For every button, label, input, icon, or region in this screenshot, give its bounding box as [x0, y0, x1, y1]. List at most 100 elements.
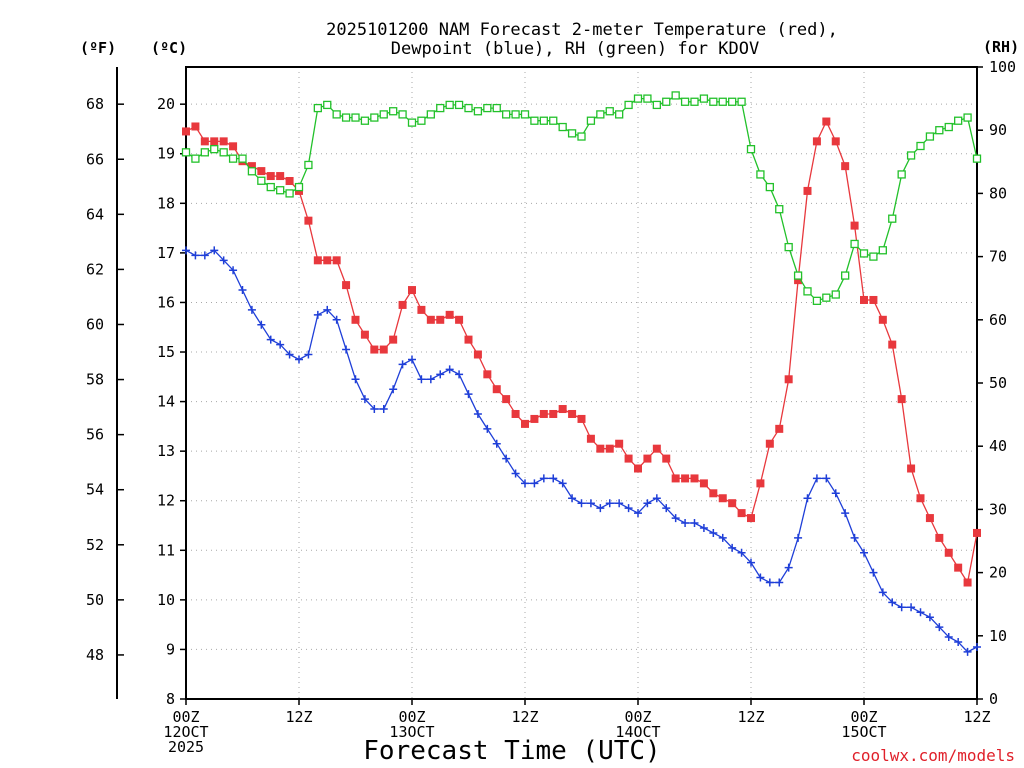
- temperature-point: [247, 162, 256, 171]
- rh-point: [925, 132, 935, 141]
- temperature-point: [586, 434, 595, 443]
- axes: 8 9 10 11 12 13 14 15 16 17 18 19 20 48 50 52 54 56 58 60 62…: [86, 58, 1016, 756]
- temperature-point: [436, 315, 445, 324]
- rh-point: [360, 116, 370, 125]
- temperature-point: [954, 563, 963, 572]
- source-credit: coolwx.com/models: [851, 746, 1015, 765]
- dewpoint-point: [539, 474, 548, 483]
- x-tick-label: 00Z: [398, 708, 425, 726]
- temperature-point: [191, 122, 200, 131]
- temperature-point: [219, 137, 228, 146]
- x-tick-label: 15OCT: [841, 723, 886, 741]
- celsius-tick-label: 16: [157, 293, 175, 311]
- temperature-point: [803, 186, 812, 195]
- dewpoint-point: [973, 642, 981, 651]
- rh-point: [407, 118, 417, 127]
- temperature-point: [822, 117, 831, 126]
- rh-point: [615, 110, 624, 119]
- temperature-point: [624, 454, 633, 463]
- temperature-point: [398, 300, 407, 309]
- dewpoint-point: [841, 509, 850, 518]
- temperature-point: [699, 479, 708, 488]
- temperature-point: [464, 335, 473, 344]
- rh-point: [483, 103, 492, 113]
- temperature-point: [728, 499, 737, 508]
- x-tick-label: 12Z: [511, 708, 538, 726]
- rh-point: [888, 214, 897, 223]
- dewpoint-point: [681, 519, 690, 528]
- dewpoint-point: [652, 494, 661, 503]
- rh-point: [228, 154, 238, 163]
- rh-point: [473, 107, 483, 116]
- temperature-point: [379, 345, 388, 354]
- rh-tick-label: 100: [989, 58, 1016, 76]
- celsius-tick-label: 11: [157, 541, 175, 559]
- dewpoint-point: [615, 499, 624, 508]
- celsius-tick-label: 19: [157, 145, 175, 163]
- rh-unit-label: (RH): [983, 38, 1019, 56]
- temperature-point: [671, 474, 680, 483]
- temperature-point: [266, 172, 275, 181]
- dewpoint-point: [238, 286, 247, 295]
- dewpoint-point: [756, 573, 765, 582]
- rh-point: [596, 110, 605, 119]
- rh-point: [577, 132, 586, 141]
- rh-point: [916, 141, 925, 151]
- dewpoint-point: [511, 469, 520, 478]
- fahrenheit-tick-label: 52: [86, 536, 104, 554]
- dewpoint-point: [229, 266, 238, 275]
- series-dewpoint: [182, 246, 981, 656]
- temperature-point: [351, 315, 360, 324]
- dewpoint-point: [342, 345, 351, 354]
- dewpoint-point: [634, 509, 642, 518]
- celsius-tick-label: 14: [157, 393, 175, 411]
- rh-point: [709, 97, 718, 106]
- rh-point: [643, 94, 652, 103]
- temperature-point: [765, 439, 774, 448]
- temperature-point: [831, 137, 840, 146]
- dewpoint-point: [794, 533, 803, 542]
- temperature-point: [502, 395, 511, 404]
- celsius-unit-label: (ºC): [151, 39, 187, 57]
- temperature-point: [577, 414, 586, 423]
- data-series: [181, 91, 982, 656]
- dewpoint-point: [747, 558, 755, 567]
- rh-point: [219, 148, 228, 157]
- dewpoint-point: [963, 647, 972, 656]
- dewpoint-point: [304, 350, 313, 359]
- rh-point: [831, 290, 840, 299]
- temperature-point: [596, 444, 605, 453]
- rh-tick-label: 0: [989, 690, 998, 708]
- temperature-point: [907, 464, 916, 473]
- dewpoint-point: [445, 365, 454, 374]
- dewpoint-point: [897, 603, 906, 612]
- fahrenheit-tick-label: 66: [86, 150, 104, 168]
- dewpoint-point: [313, 310, 322, 319]
- dewpoint-point: [464, 390, 473, 399]
- dewpoint-point: [718, 533, 727, 542]
- celsius-tick-label: 18: [157, 194, 175, 212]
- temperature-point: [455, 315, 464, 324]
- temperature-point: [568, 409, 577, 418]
- dewpoint-point: [935, 623, 944, 632]
- rh-point: [210, 145, 219, 154]
- temperature-point: [323, 256, 332, 265]
- dewpoint-point: [182, 246, 190, 255]
- dewpoint-point: [266, 335, 275, 344]
- dewpoint-point: [671, 514, 680, 523]
- rh-point: [775, 205, 784, 214]
- temperature-point: [841, 162, 850, 171]
- dewpoint-point: [775, 578, 784, 587]
- dewpoint-point: [351, 375, 360, 384]
- rh-point: [389, 107, 398, 116]
- temperature-point: [229, 142, 238, 151]
- rh-point: [822, 293, 831, 302]
- temperature-point: [285, 177, 294, 186]
- dewpoint-point: [483, 424, 492, 433]
- x-tick-label: 2025: [168, 738, 204, 756]
- x-tick-label: 12OCT: [163, 723, 208, 741]
- dewpoint-point: [530, 479, 539, 488]
- rh-point: [454, 100, 464, 110]
- temperature-point: [210, 137, 219, 146]
- dewpoint-point: [954, 637, 963, 646]
